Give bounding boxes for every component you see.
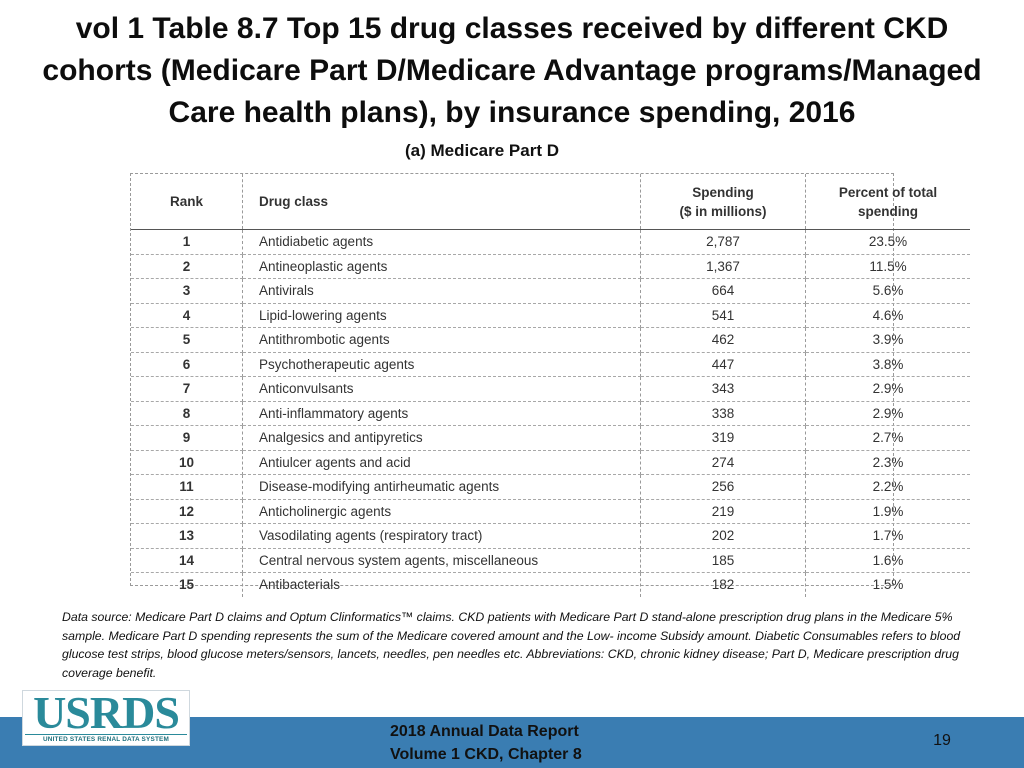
report-caption-line2: Volume 1 CKD, Chapter 8 <box>390 746 582 763</box>
drug-class-table-grid: Rank Drug class Spending ($ in millions)… <box>131 174 970 597</box>
cell-spending: 185 <box>640 548 806 573</box>
drug-class-table: Rank Drug class Spending ($ in millions)… <box>130 173 970 597</box>
cell-spending: 202 <box>640 523 806 549</box>
cell-percent: 2.2% <box>805 474 970 500</box>
cell-rank: 13 <box>131 523 243 549</box>
cell-spending: 447 <box>640 352 806 377</box>
cell-drug-class: Vasodilating agents (respiratory tract) <box>242 523 641 549</box>
header-spending-line2: ($ in millions) <box>679 203 767 219</box>
cell-drug-class: Antiulcer agents and acid <box>242 450 641 475</box>
header-rank: Rank <box>131 174 243 230</box>
usrds-logo: USRDS UNITED STATES RENAL DATA SYSTEM <box>22 687 190 746</box>
cell-rank: 8 <box>131 401 243 426</box>
cell-rank: 11 <box>131 474 243 500</box>
cell-percent: 2.9% <box>805 401 970 426</box>
cell-spending: 343 <box>640 376 806 402</box>
cell-spending: 1,367 <box>640 254 806 279</box>
cell-spending: 182 <box>640 572 806 597</box>
cell-drug-class: Antibacterials <box>242 572 641 597</box>
cell-spending: 319 <box>640 425 806 451</box>
cell-rank: 2 <box>131 254 243 279</box>
cell-rank: 7 <box>131 376 243 402</box>
cell-percent: 2.7% <box>805 425 970 451</box>
header-spending: Spending ($ in millions) <box>640 174 806 230</box>
report-caption: 2018 Annual Data Report Volume 1 CKD, Ch… <box>360 720 660 766</box>
table-subtitle: (a) Medicare Part D <box>0 141 1024 161</box>
cell-drug-class: Anti-inflammatory agents <box>242 401 641 426</box>
data-source-footnote: Data source: Medicare Part D claims and … <box>62 610 961 680</box>
cell-spending: 462 <box>640 327 806 353</box>
cell-spending: 219 <box>640 499 806 524</box>
cell-drug-class: Antidiabetic agents <box>242 229 641 255</box>
cell-rank: 10 <box>131 450 243 475</box>
table-row: 5 Antithrombotic agents 462 3.9% <box>131 327 970 353</box>
table-row: 9 Analgesics and antipyretics 319 2.7% <box>131 425 970 451</box>
table-row: 4 Lipid-lowering agents 541 4.6% <box>131 303 970 328</box>
cell-drug-class: Disease-modifying antirheumatic agents <box>242 474 641 500</box>
cell-spending: 541 <box>640 303 806 328</box>
cell-percent: 3.9% <box>805 327 970 353</box>
cell-rank: 3 <box>131 278 243 304</box>
cell-percent: 5.6% <box>805 278 970 304</box>
usrds-logo-wordmark: USRDS <box>33 687 180 738</box>
header-spending-line1: Spending <box>692 184 754 200</box>
table-subtitle-text: (a) Medicare Part D <box>405 141 559 160</box>
header-percent: Percent of total spending <box>805 174 970 230</box>
cell-rank: 15 <box>131 572 243 597</box>
cell-rank: 14 <box>131 548 243 573</box>
cell-percent: 4.6% <box>805 303 970 328</box>
cell-percent: 2.3% <box>805 450 970 475</box>
slide-title: vol 1 Table 8.7 Top 15 drug classes rece… <box>42 12 982 129</box>
cell-rank: 6 <box>131 352 243 377</box>
cell-percent: 3.8% <box>805 352 970 377</box>
table-row: 1 Antidiabetic agents 2,787 23.5% <box>131 229 970 255</box>
table-row: 10 Antiulcer agents and acid 274 2.3% <box>131 450 970 475</box>
table-row: 2 Antineoplastic agents 1,367 11.5% <box>131 254 970 279</box>
cell-rank: 9 <box>131 425 243 451</box>
cell-spending: 274 <box>640 450 806 475</box>
table-body: 1 Antidiabetic agents 2,787 23.5% 2 Antineop… <box>131 229 970 597</box>
cell-percent: 1.9% <box>805 499 970 524</box>
cell-rank: 4 <box>131 303 243 328</box>
cell-rank: 5 <box>131 327 243 353</box>
cell-spending: 256 <box>640 474 806 500</box>
usrds-logo-subtitle: UNITED STATES RENAL DATA SYSTEM <box>25 734 187 743</box>
cell-percent: 1.7% <box>805 523 970 549</box>
table-row: 6 Psychotherapeutic agents 447 3.8% <box>131 352 970 377</box>
table-row: 3 Antivirals 664 5.6% <box>131 278 970 304</box>
cell-rank: 1 <box>131 229 243 255</box>
table-row: 15 Antibacterials 182 1.5% <box>131 572 970 597</box>
cell-drug-class: Central nervous system agents, miscellan… <box>242 548 641 573</box>
header-percent-line1: Percent of total <box>838 184 938 200</box>
cell-percent: 1.5% <box>872 577 904 593</box>
cell-drug-class: Anticonvulsants <box>242 376 641 402</box>
table-row: 12 Anticholinergic agents 219 1.9% <box>131 499 970 524</box>
cell-percent: 1.6% <box>805 548 970 573</box>
table-row: 13 Vasodilating agents (respiratory tract… <box>131 523 970 549</box>
table-row: 7 Anticonvulsants 343 2.9% <box>131 376 970 402</box>
cell-drug-class: Anticholinergic agents <box>242 499 641 524</box>
header-percent-line2: spending <box>858 203 918 219</box>
table-row: 11 Disease-modifying antirheumatic agents… <box>131 474 970 500</box>
table-row: 8 Anti-inflammatory agents 338 2.9% <box>131 401 970 426</box>
cell-percent: 11.5% <box>805 254 970 279</box>
cell-spending: 2,787 <box>640 229 806 255</box>
cell-drug-class: Analgesics and antipyretics <box>242 425 641 451</box>
cell-drug-class: Lipid-lowering agents <box>242 303 641 328</box>
cell-percent: 2.9% <box>805 376 970 402</box>
cell-spending: 664 <box>640 278 806 304</box>
cell-percent: 23.5% <box>805 229 970 255</box>
cell-drug-class: Antineoplastic agents <box>242 254 641 279</box>
cell-drug-class: Antithrombotic agents <box>242 327 641 353</box>
cell-drug-class: Antivirals <box>242 278 641 304</box>
page-number: 19 <box>933 732 951 749</box>
cell-rank: 12 <box>131 499 243 524</box>
table-header-row: Rank Drug class Spending ($ in millions)… <box>131 174 970 230</box>
cell-drug-class: Psychotherapeutic agents <box>242 352 641 377</box>
table-row: 14 Central nervous system agents, miscell… <box>131 548 970 573</box>
report-caption-line1: 2018 Annual Data Report <box>390 723 579 740</box>
header-drug-class: Drug class <box>242 174 641 230</box>
cell-spending: 338 <box>640 401 806 426</box>
